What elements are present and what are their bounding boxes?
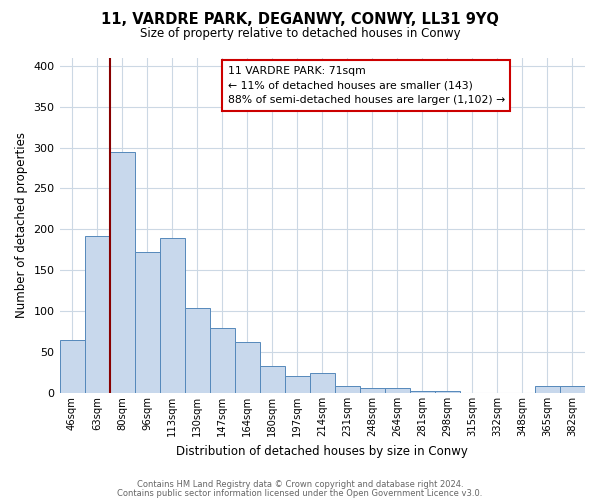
Bar [235, 342, 260, 393]
Bar [209, 328, 235, 393]
Bar [410, 390, 435, 393]
Bar [535, 386, 560, 393]
Bar [435, 392, 460, 393]
Bar [110, 152, 134, 393]
Bar [335, 386, 360, 393]
Bar [285, 376, 310, 393]
Text: Contains HM Land Registry data © Crown copyright and database right 2024.: Contains HM Land Registry data © Crown c… [137, 480, 463, 489]
Bar [560, 386, 585, 393]
Bar [59, 340, 85, 393]
Bar [160, 238, 185, 393]
Text: 11, VARDRE PARK, DEGANWY, CONWY, LL31 9YQ: 11, VARDRE PARK, DEGANWY, CONWY, LL31 9Y… [101, 12, 499, 28]
Bar [260, 366, 285, 393]
Bar [385, 388, 410, 393]
Bar [360, 388, 385, 393]
Text: Contains public sector information licensed under the Open Government Licence v3: Contains public sector information licen… [118, 488, 482, 498]
Bar [85, 236, 110, 393]
Bar [185, 308, 209, 393]
Bar [134, 252, 160, 393]
Y-axis label: Number of detached properties: Number of detached properties [15, 132, 28, 318]
Text: 11 VARDRE PARK: 71sqm
← 11% of detached houses are smaller (143)
88% of semi-det: 11 VARDRE PARK: 71sqm ← 11% of detached … [227, 66, 505, 106]
Text: Size of property relative to detached houses in Conwy: Size of property relative to detached ho… [140, 28, 460, 40]
X-axis label: Distribution of detached houses by size in Conwy: Distribution of detached houses by size … [176, 444, 468, 458]
Bar [310, 372, 335, 393]
